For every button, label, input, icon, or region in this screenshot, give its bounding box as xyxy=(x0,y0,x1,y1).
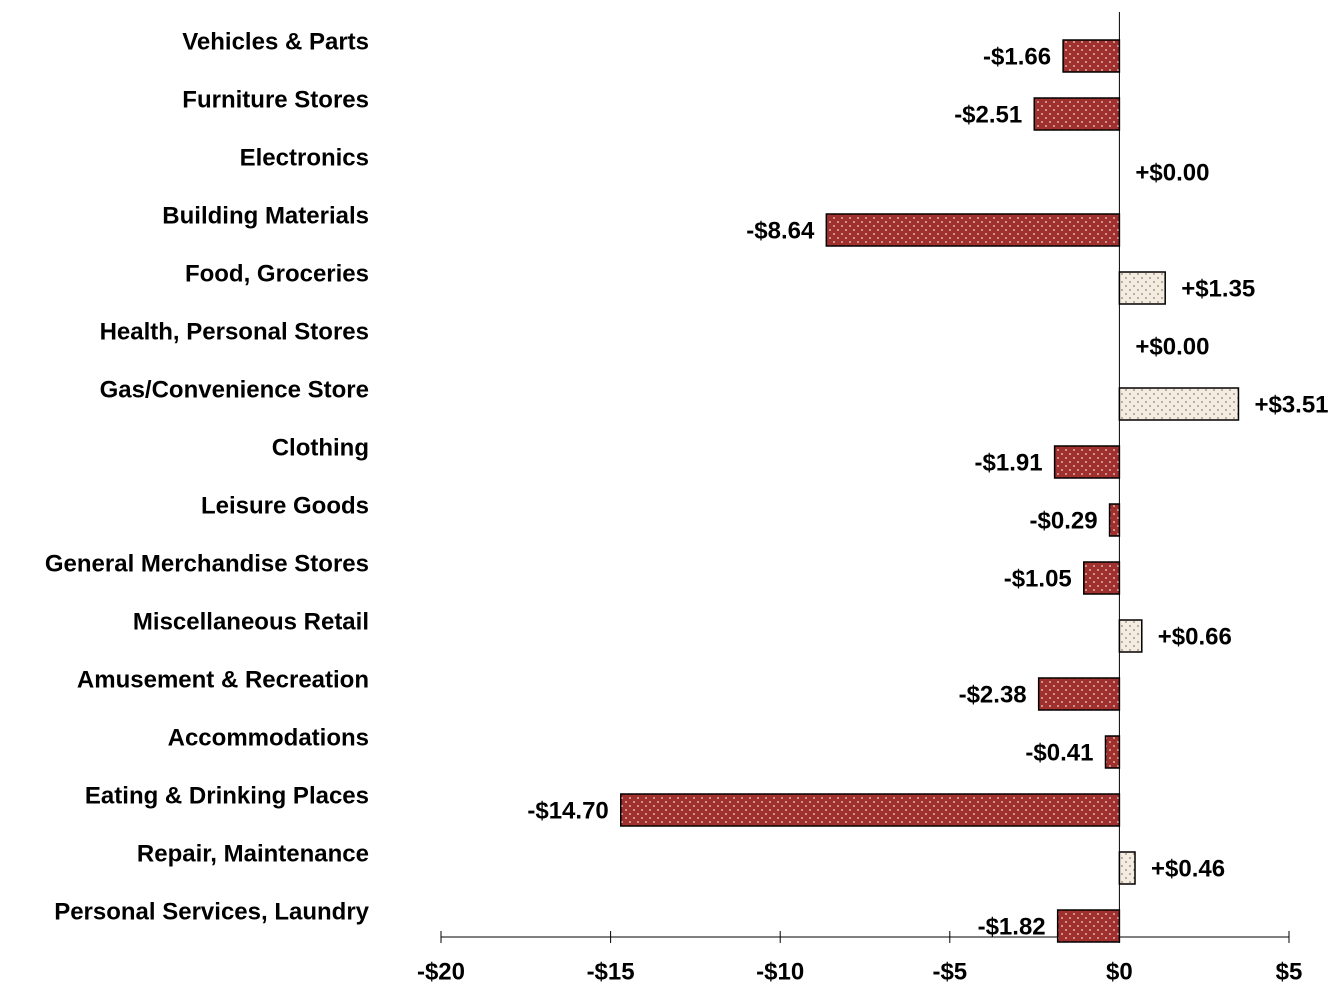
category-label: General Merchandise Stores xyxy=(45,550,369,577)
category-label: Amusement & Recreation xyxy=(77,666,369,693)
bar xyxy=(1118,851,1136,885)
category-label: Furniture Stores xyxy=(182,86,369,113)
value-label: -$1.66 xyxy=(983,43,1051,70)
bar xyxy=(1033,97,1121,131)
bar xyxy=(825,213,1121,247)
bar xyxy=(1053,445,1121,479)
bar xyxy=(1108,503,1121,537)
category-label: Leisure Goods xyxy=(201,492,369,519)
category-label: Electronics xyxy=(240,144,369,171)
category-label: Health, Personal Stores xyxy=(100,318,369,345)
category-label: Building Materials xyxy=(162,202,369,229)
category-label: Eating & Drinking Places xyxy=(85,782,369,809)
value-label: +$3.51 xyxy=(1254,391,1328,418)
category-label: Miscellaneous Retail xyxy=(133,608,369,635)
value-label: -$14.70 xyxy=(527,797,608,824)
category-label: Repair, Maintenance xyxy=(137,840,369,867)
bar xyxy=(620,793,1121,827)
x-tick-label: -$15 xyxy=(587,958,635,985)
value-label: +$1.35 xyxy=(1181,275,1255,302)
value-label: +$0.00 xyxy=(1135,333,1209,360)
value-label: -$2.51 xyxy=(954,101,1022,128)
value-label: -$2.38 xyxy=(959,681,1027,708)
value-label: -$8.64 xyxy=(746,217,815,244)
bar xyxy=(1118,271,1166,305)
x-tick-label: -$10 xyxy=(756,958,804,985)
bar xyxy=(1118,619,1143,653)
value-label: +$0.00 xyxy=(1135,159,1209,186)
bar xyxy=(1037,677,1121,711)
value-label: -$1.91 xyxy=(975,449,1043,476)
category-label: Clothing xyxy=(272,434,369,461)
bar xyxy=(1104,735,1121,769)
bar xyxy=(1056,909,1121,943)
category-label: Personal Services, Laundry xyxy=(54,898,369,925)
value-label: +$0.46 xyxy=(1151,855,1225,882)
value-label: -$0.41 xyxy=(1025,739,1093,766)
x-tick-label: $5 xyxy=(1276,958,1303,985)
category-label: Gas/Convenience Store xyxy=(100,376,369,403)
value-label: +$0.66 xyxy=(1158,623,1232,650)
x-tick-label: -$20 xyxy=(417,958,465,985)
value-label: -$1.05 xyxy=(1004,565,1072,592)
x-tick-label: -$5 xyxy=(932,958,967,985)
bar xyxy=(1083,561,1121,595)
bar xyxy=(1118,387,1240,421)
bar xyxy=(1062,39,1121,73)
category-label: Vehicles & Parts xyxy=(182,28,369,55)
value-label: -$1.82 xyxy=(978,913,1046,940)
value-label: -$0.29 xyxy=(1030,507,1098,534)
category-label: Accommodations xyxy=(168,724,369,751)
category-label: Food, Groceries xyxy=(185,260,369,287)
x-tick-label: $0 xyxy=(1106,958,1133,985)
